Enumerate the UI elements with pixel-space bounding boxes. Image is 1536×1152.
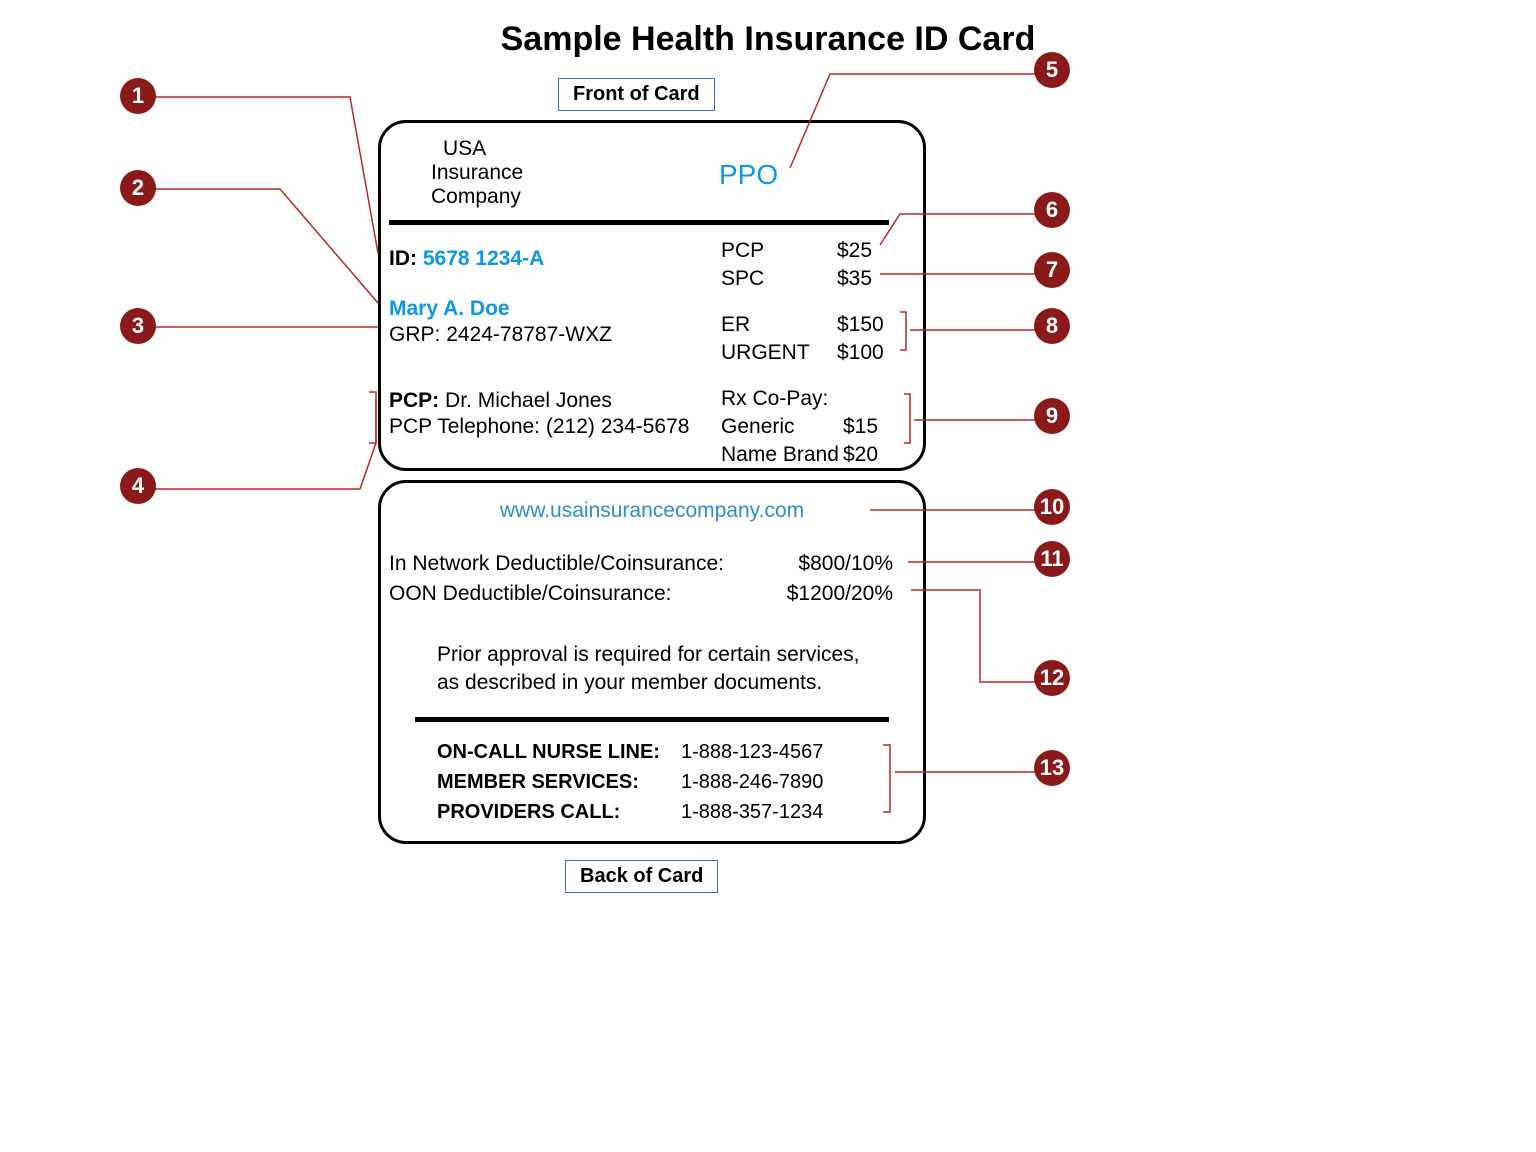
id-value: 5678 1234-A bbox=[423, 247, 544, 270]
left-col: ID: 5678 1234-A Mary A. Doe GRP: 2424-78… bbox=[389, 247, 689, 439]
plan-type: PPO bbox=[719, 159, 778, 191]
divider bbox=[389, 220, 889, 225]
back-caption: Back of Card bbox=[565, 860, 718, 893]
callout-badge-8: 8 bbox=[1034, 308, 1070, 344]
pcp-phone: PCP Telephone: (212) 234-5678 bbox=[389, 415, 689, 439]
callout-badge-2: 2 bbox=[120, 170, 156, 206]
deductible-block: In Network Deductible/Coinsurance:$800/1… bbox=[389, 549, 893, 609]
callout-badge-6: 6 bbox=[1034, 192, 1070, 228]
callout-badge-4: 4 bbox=[120, 468, 156, 504]
front-card: USA Insurance Company PPO ID: 5678 1234-… bbox=[378, 120, 926, 471]
grp-row: GRP: 2424-78787-WXZ bbox=[389, 323, 689, 347]
company-name: USA Insurance Company bbox=[431, 137, 523, 209]
notice: Prior approval is required for certain s… bbox=[437, 641, 867, 697]
page-title: Sample Health Insurance ID Card bbox=[0, 20, 1536, 59]
member-name: Mary A. Doe bbox=[389, 297, 689, 321]
callout-badge-3: 3 bbox=[120, 308, 156, 344]
copays: PCP$25 SPC$35 ER$150 URGENT$100 Rx Co-Pa… bbox=[721, 237, 884, 469]
back-card: www.usainsurancecompany.com In Network D… bbox=[378, 480, 926, 844]
callout-badge-1: 1 bbox=[120, 78, 156, 114]
contacts: ON-CALL NURSE LINE:1-888-123-4567 MEMBER… bbox=[437, 737, 823, 827]
callout-badge-11: 11 bbox=[1034, 541, 1070, 577]
callout-badge-13: 13 bbox=[1034, 750, 1070, 786]
callout-badge-7: 7 bbox=[1034, 252, 1070, 288]
back-divider bbox=[415, 717, 889, 722]
pcp-row: PCP: Dr. Michael Jones bbox=[389, 389, 689, 413]
page: Sample Health Insurance ID Card Front of… bbox=[0, 0, 1536, 1152]
callout-badge-12: 12 bbox=[1034, 660, 1070, 696]
callout-badge-10: 10 bbox=[1034, 489, 1070, 525]
front-caption: Front of Card bbox=[558, 78, 715, 111]
id-row: ID: 5678 1234-A bbox=[389, 247, 689, 271]
callout-badge-5: 5 bbox=[1034, 52, 1070, 88]
callout-badge-9: 9 bbox=[1034, 398, 1070, 434]
website: www.usainsurancecompany.com bbox=[381, 499, 923, 523]
